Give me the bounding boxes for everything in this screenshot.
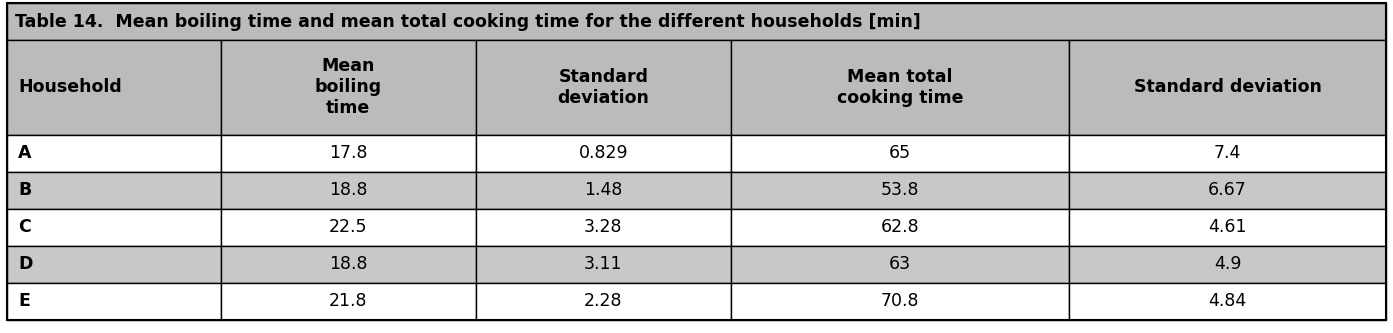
Bar [1068, 40, 1386, 135]
Text: B: B [18, 181, 32, 199]
Bar [731, 246, 1068, 283]
Text: 70.8: 70.8 [880, 292, 919, 310]
Bar [476, 171, 731, 209]
Bar [731, 171, 1068, 209]
Bar [7, 283, 220, 320]
Text: 17.8: 17.8 [329, 144, 368, 162]
Text: Mean
boiling
time: Mean boiling time [315, 57, 382, 117]
Bar [1068, 209, 1386, 246]
Text: 1.48: 1.48 [584, 181, 623, 199]
Bar [476, 40, 731, 135]
Bar [220, 283, 476, 320]
Bar [1068, 283, 1386, 320]
Text: 0.829: 0.829 [578, 144, 628, 162]
Text: 22.5: 22.5 [329, 218, 368, 236]
Bar [731, 209, 1068, 246]
Text: Mean total
cooking time: Mean total cooking time [837, 68, 963, 107]
Text: Standard deviation: Standard deviation [1134, 78, 1322, 96]
Text: 6.67: 6.67 [1208, 181, 1247, 199]
Bar [220, 171, 476, 209]
Bar [7, 135, 220, 171]
Bar [7, 209, 220, 246]
Text: Standard
deviation: Standard deviation [557, 68, 649, 107]
Bar [7, 171, 220, 209]
Text: 53.8: 53.8 [880, 181, 919, 199]
Bar [731, 135, 1068, 171]
Text: 18.8: 18.8 [329, 255, 368, 273]
Bar [1068, 171, 1386, 209]
Bar [476, 135, 731, 171]
Text: 65: 65 [889, 144, 911, 162]
Text: C: C [18, 218, 31, 236]
Bar [731, 40, 1068, 135]
Text: 21.8: 21.8 [329, 292, 368, 310]
Text: 3.11: 3.11 [584, 255, 623, 273]
Text: 4.9: 4.9 [1213, 255, 1241, 273]
Text: 3.28: 3.28 [584, 218, 623, 236]
Bar [7, 3, 1386, 40]
Bar [1068, 246, 1386, 283]
Text: Household: Household [18, 78, 121, 96]
Text: 62.8: 62.8 [880, 218, 919, 236]
Bar [476, 209, 731, 246]
Text: 2.28: 2.28 [584, 292, 623, 310]
Bar [7, 246, 220, 283]
Bar [1068, 135, 1386, 171]
Text: 7.4: 7.4 [1213, 144, 1241, 162]
Text: 18.8: 18.8 [329, 181, 368, 199]
Bar [220, 246, 476, 283]
Text: D: D [18, 255, 32, 273]
Bar [220, 209, 476, 246]
Text: 4.61: 4.61 [1208, 218, 1247, 236]
Bar [7, 40, 220, 135]
Bar [220, 135, 476, 171]
Bar [476, 283, 731, 320]
Text: 63: 63 [889, 255, 911, 273]
Text: Table 14.  Mean boiling time and mean total cooking time for the different house: Table 14. Mean boiling time and mean tot… [15, 13, 921, 31]
Bar [220, 40, 476, 135]
Bar [476, 246, 731, 283]
Bar [731, 283, 1068, 320]
Text: A: A [18, 144, 32, 162]
Text: 4.84: 4.84 [1208, 292, 1247, 310]
Text: E: E [18, 292, 31, 310]
